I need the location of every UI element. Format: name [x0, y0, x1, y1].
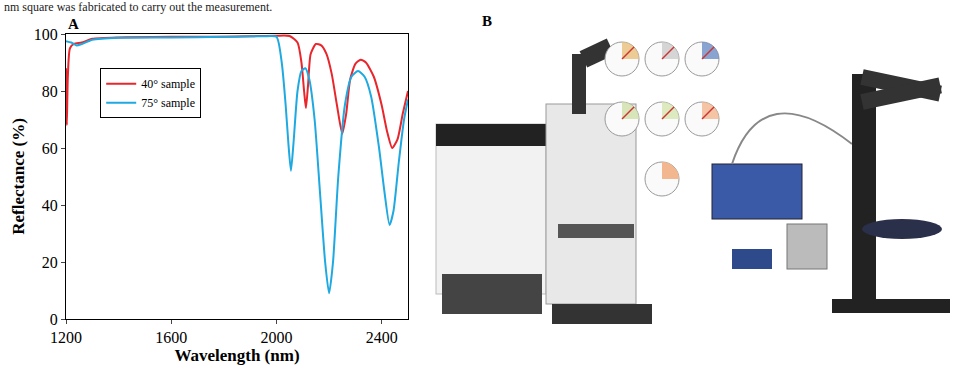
- svg-text:B: B: [482, 14, 492, 29]
- svg-text:100: 100: [34, 26, 58, 43]
- svg-text:Reflectance (%): Reflectance (%): [9, 118, 28, 235]
- svg-text:20: 20: [42, 254, 58, 271]
- svg-text:60: 60: [42, 140, 58, 157]
- html-text:nm square was fabricated to ca: nm square was fabricated to carry out th…: [4, 0, 273, 14]
- svg-text:2400: 2400: [366, 329, 398, 346]
- svg-text:80: 80: [42, 83, 58, 100]
- svg-text:1600: 1600: [155, 329, 187, 346]
- svg-text:1200: 1200: [50, 329, 82, 346]
- svg-text:Wavelength (nm): Wavelength (nm): [174, 346, 299, 365]
- svg-text:A: A: [68, 16, 79, 32]
- svg-text:0: 0: [50, 311, 58, 328]
- svg-text:40: 40: [42, 197, 58, 214]
- svg-text:75° sample: 75° sample: [141, 96, 195, 110]
- svg-text:40° sample: 40° sample: [141, 77, 195, 91]
- svg-text:2000: 2000: [260, 329, 292, 346]
